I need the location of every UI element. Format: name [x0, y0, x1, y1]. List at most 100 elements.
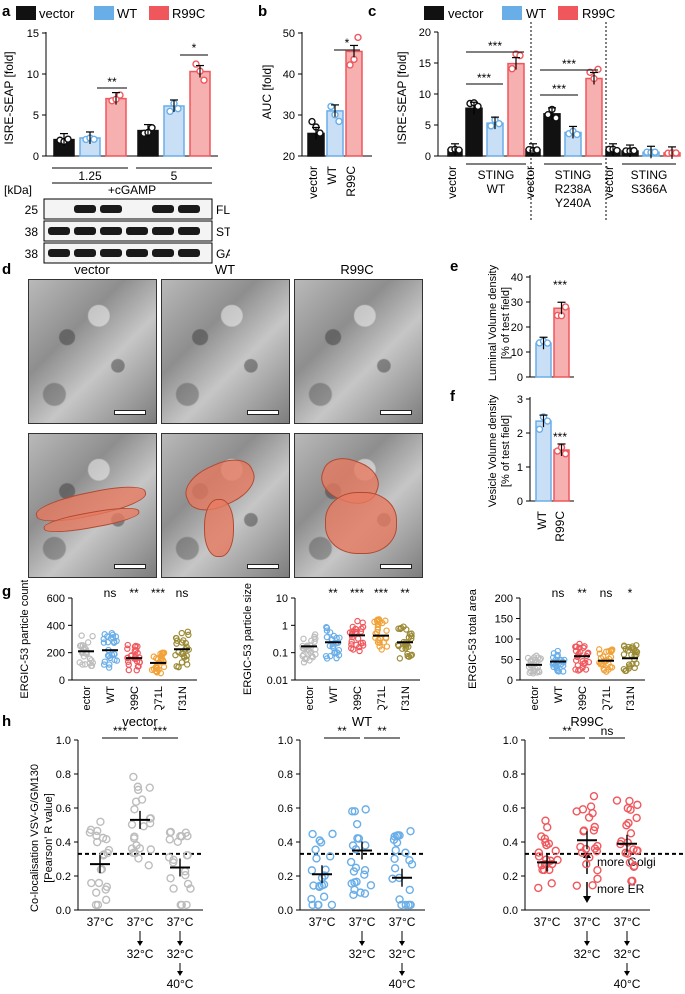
data-point [593, 866, 602, 875]
data-point [405, 885, 414, 895]
sig-label: * [345, 36, 350, 50]
data-point [133, 782, 143, 791]
data-point [585, 853, 594, 862]
blot-label-flag: FLAG [216, 203, 230, 217]
x-tick-label: 37°C [167, 915, 194, 929]
data-point [101, 658, 109, 665]
data-point [576, 842, 585, 852]
data-point [632, 813, 641, 823]
panel-letter-g: g [2, 583, 11, 600]
x-tick-label: vector [602, 166, 616, 199]
y-tick-label: 10 [276, 593, 288, 605]
scale-bar [114, 564, 146, 569]
x-tick-label: R99C [344, 166, 358, 197]
data-point [613, 146, 621, 155]
data-point [300, 659, 308, 666]
x-tick-label: Q71L [376, 686, 388, 710]
shift-label: 32°C [349, 947, 376, 961]
data-point [93, 826, 102, 836]
data-point [105, 664, 113, 671]
shift-label: 40°C [167, 977, 194, 991]
y-axis-label: ERGIC-53 total area [467, 588, 479, 689]
blot-label-sting: STING [216, 225, 230, 239]
data-point [629, 660, 636, 668]
data-point [88, 657, 95, 664]
data-point [181, 870, 190, 880]
data-point [360, 866, 370, 875]
group-label: WT [487, 182, 506, 196]
x-tick-label: vector [306, 166, 320, 199]
x-tick-label: 37°C [534, 915, 561, 929]
data-point [176, 831, 185, 841]
data-point [96, 865, 106, 874]
y-tick-label: 0.2 [56, 871, 71, 883]
data-point [327, 900, 337, 910]
panel-d-labels: d vector WT R99C [2, 261, 374, 278]
data-point [588, 881, 597, 890]
y-tick-label: 5 [33, 110, 39, 122]
data-point [101, 895, 111, 905]
data-point [576, 644, 583, 652]
data-point [326, 629, 334, 636]
panel-g: g ERGIC-53 particle count 0 200 400 600 vecto… [2, 580, 645, 710]
x-tick-label: T31N [177, 686, 189, 710]
data-point [172, 651, 179, 659]
x-tick-label: WT [553, 686, 565, 703]
x-tick-label: WT [105, 686, 117, 703]
y-tick-label: 30 [511, 297, 523, 309]
arrow-down-icon [359, 941, 365, 946]
em-image-r99c-segmented [294, 433, 423, 578]
y-tick-label: 30 [283, 110, 295, 122]
data-point [169, 884, 178, 893]
bar [465, 107, 483, 157]
panel-letter-e: e [450, 258, 458, 275]
legend-label-vector: vector [39, 6, 75, 21]
data-point [373, 617, 381, 625]
legend-swatch-wt [94, 6, 114, 20]
data-point [185, 631, 192, 639]
y-tick-label: 200 [495, 593, 513, 605]
y-axis-label: [% of test field] [500, 415, 512, 487]
data-point [374, 639, 382, 646]
y-axis-label: AUC [fold] [260, 65, 274, 120]
data-point [582, 859, 591, 869]
data-point [307, 866, 317, 875]
y-tick-label: 0.01 [267, 675, 288, 687]
data-point [309, 881, 318, 890]
sig-label: ** [337, 724, 347, 738]
y-axis-label: ISRE-SEAP [fold] [2, 51, 16, 144]
data-point [397, 900, 406, 910]
arrow-down-icon [399, 971, 405, 976]
data-point [624, 818, 633, 828]
y-tick-label: 1.0 [503, 735, 518, 747]
arrow-down-icon [584, 941, 590, 946]
x-tick-label: WT [328, 686, 340, 703]
sig-label: *** [553, 278, 567, 292]
sig-label: *** [374, 586, 388, 600]
data-point [581, 844, 591, 854]
data-point [540, 834, 550, 843]
data-point [406, 826, 415, 836]
data-point [96, 817, 105, 826]
data-point [408, 651, 416, 659]
y-tick-label: 0.6 [278, 803, 293, 815]
data-point [64, 135, 72, 143]
data-point [361, 805, 370, 814]
data-point [396, 655, 404, 662]
kda-label: [kDa] [4, 183, 32, 197]
y-tick-label: 0 [425, 151, 431, 163]
data-point [353, 641, 360, 649]
data-point [633, 846, 642, 855]
data-point [547, 879, 556, 888]
data-point [178, 629, 185, 637]
x-tick-label: vector [304, 686, 316, 710]
data-point [165, 835, 174, 844]
y-tick-label: 0.0 [503, 905, 518, 917]
data-point [378, 646, 385, 653]
sig-label: *** [350, 586, 364, 600]
x-tick-label: WT [325, 165, 339, 184]
data-point [166, 107, 174, 116]
data-point [322, 652, 330, 660]
x-tick-label: R99C [577, 686, 589, 710]
group-label: 5 [171, 169, 178, 183]
